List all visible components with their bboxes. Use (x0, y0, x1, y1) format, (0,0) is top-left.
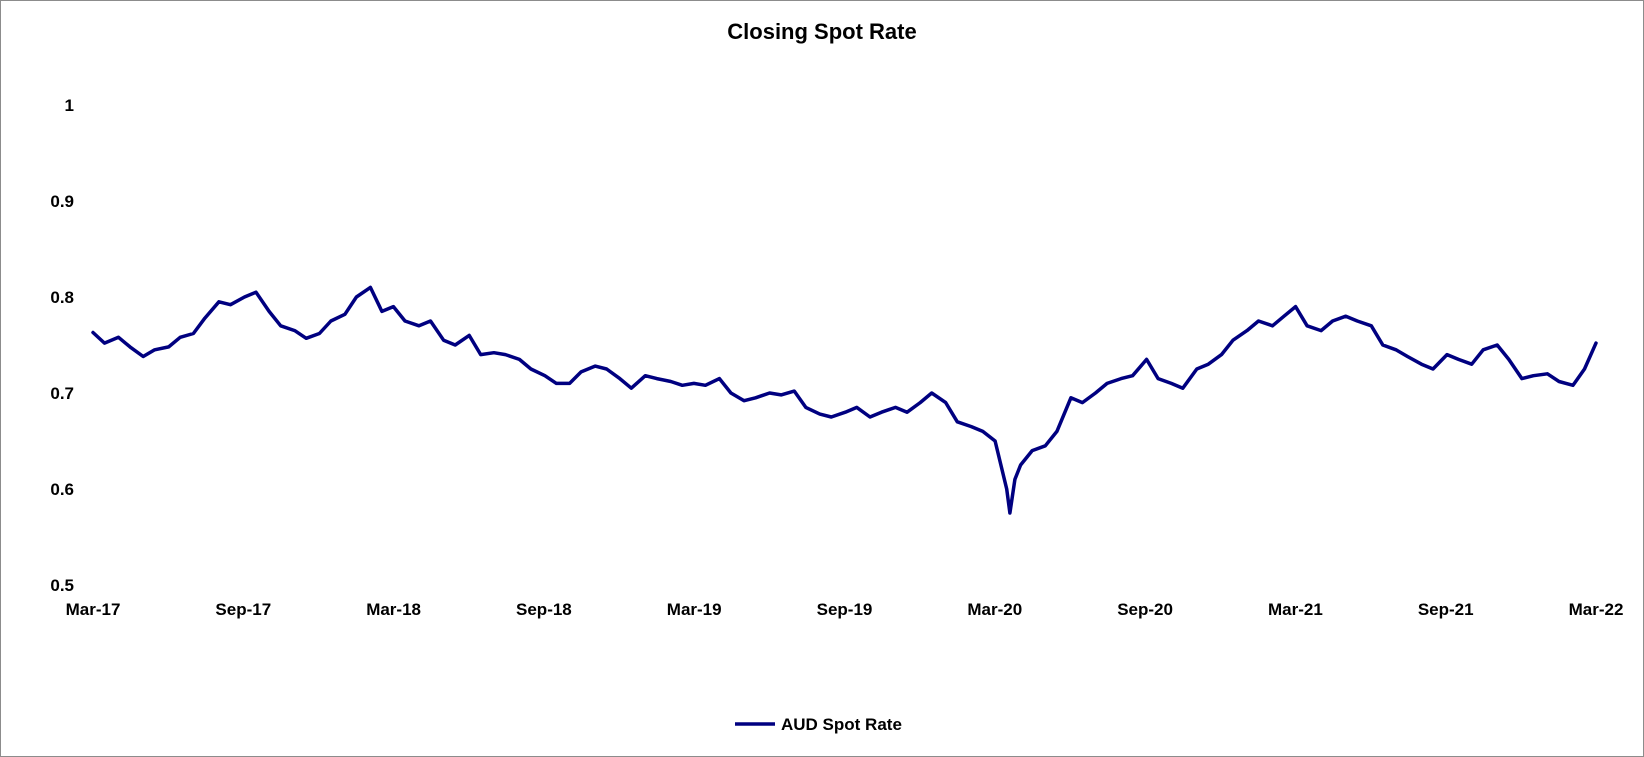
y-tick-label: 0.7 (50, 384, 74, 403)
x-tick-label: Mar-20 (967, 600, 1022, 619)
x-tick-label: Mar-19 (667, 600, 722, 619)
x-tick-label: Sep-17 (215, 600, 271, 619)
y-tick-label: 0.6 (50, 480, 74, 499)
x-tick-label: Sep-20 (1117, 600, 1173, 619)
x-tick-label: Mar-18 (366, 600, 421, 619)
y-tick-label: 1 (65, 96, 74, 115)
x-tick-label: Sep-21 (1418, 600, 1474, 619)
chart-title: Closing Spot Rate (727, 19, 916, 44)
x-tick-label: Mar-17 (66, 600, 121, 619)
x-tick-label: Mar-22 (1569, 600, 1624, 619)
legend-label: AUD Spot Rate (781, 715, 902, 734)
x-axis-ticks: Mar-17 Sep-17 Mar-18 Sep-18 Mar-19 Sep-19 Mar-… (66, 600, 1624, 619)
y-axis-ticks: 0.5 0.6 0.7 0.8 0.9 1 (50, 96, 74, 595)
y-tick-label: 0.8 (50, 288, 74, 307)
y-tick-label: 0.5 (50, 576, 74, 595)
series-line-aud-spot-rate (91, 285, 1598, 515)
legend: AUD Spot Rate (735, 715, 902, 734)
x-tick-label: Sep-19 (817, 600, 873, 619)
x-tick-label: Sep-18 (516, 600, 572, 619)
y-tick-label: 0.9 (50, 192, 74, 211)
x-tick-label: Mar-21 (1268, 600, 1323, 619)
